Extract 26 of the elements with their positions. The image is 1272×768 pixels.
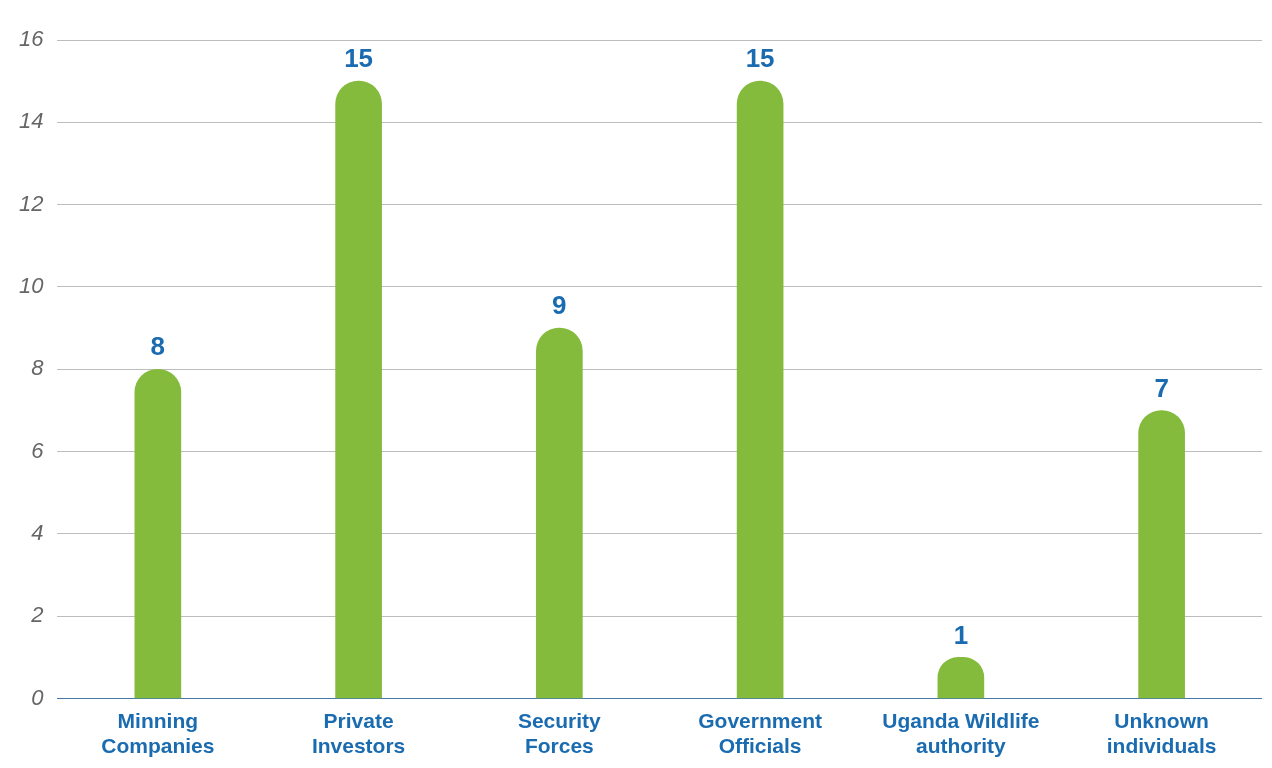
x-tick-label: Private Investors — [311, 709, 406, 758]
y-tick-label: 2 — [30, 602, 44, 628]
y-tick-label: 14 — [18, 108, 44, 134]
data-label: 8 — [150, 331, 166, 362]
bar — [134, 368, 182, 699]
y-tick-label: 12 — [18, 190, 44, 216]
x-tick-label: Security Forces — [517, 709, 602, 758]
x-tick-label: Government Officials — [698, 709, 822, 758]
bar — [536, 327, 583, 699]
y-tick-label: 6 — [31, 437, 45, 463]
x-tick-label: Unknown individuals — [1106, 709, 1217, 758]
x-tick-label: Uganda Wildlife authority — [882, 709, 1040, 758]
y-tick-label: 16 — [18, 26, 45, 52]
bar — [335, 80, 382, 699]
y-tick-label: 4 — [31, 520, 44, 546]
bar — [1138, 410, 1185, 699]
data-label: 15 — [344, 43, 374, 74]
data-label: 9 — [552, 290, 567, 321]
data-label: 15 — [745, 43, 775, 74]
y-tick-label: 10 — [18, 273, 45, 299]
data-label: 7 — [1154, 372, 1169, 403]
y-tick-label: 8 — [31, 355, 45, 381]
x-tick-label: Minning Companies — [101, 709, 215, 758]
data-label: 1 — [953, 619, 969, 650]
y-tick-label: 0 — [31, 684, 45, 710]
bar — [736, 80, 784, 699]
